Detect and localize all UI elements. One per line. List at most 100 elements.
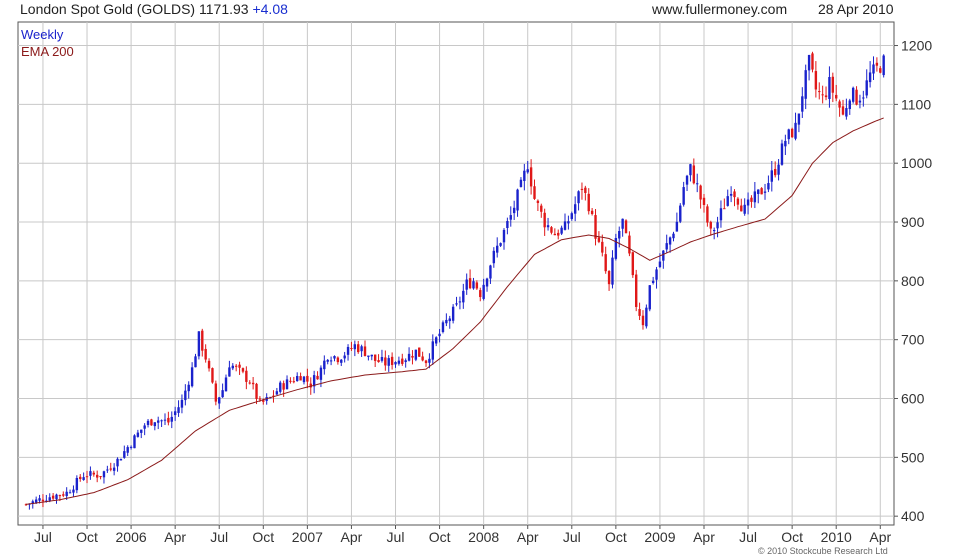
candle-body (95, 474, 99, 478)
candle-body (573, 204, 577, 214)
candle-body (794, 122, 797, 139)
candle-body (577, 191, 580, 204)
candle-body (65, 491, 68, 497)
candle-body (828, 77, 831, 99)
candle-series (24, 51, 885, 510)
candle-body (831, 76, 835, 93)
candle-body (672, 233, 675, 239)
candle-body (811, 53, 814, 70)
candle-body (180, 399, 184, 408)
chart-title: London Spot Gold (GOLDS) 1171.93 +4.08 (20, 1, 288, 17)
candle-body (733, 191, 736, 198)
candle-body (675, 221, 679, 232)
candle-body (780, 143, 784, 165)
y-axis: 400 500 600 700 800 900 1000 1100 1200 (894, 38, 932, 524)
candle-body (631, 252, 635, 276)
candle-body (99, 476, 102, 478)
candle-body (285, 379, 289, 390)
candle-body (211, 368, 214, 383)
legend-ema: EMA 200 (21, 44, 74, 59)
x-tick-label: Apr (164, 529, 186, 545)
candle-body (526, 169, 529, 173)
candle-body (465, 279, 468, 290)
x-tick-label: Apr (341, 529, 363, 545)
x-tick-label: Apr (693, 529, 715, 545)
candle-body (628, 235, 631, 254)
candle-body (699, 185, 702, 200)
candle-body (662, 250, 665, 261)
x-axis: Jul Oct 2006 Apr Jul Oct 2007 Apr Jul Oct 2008 Apr J… (34, 525, 892, 545)
candle-body (296, 375, 299, 382)
candle-body (835, 94, 838, 99)
candle-body (516, 189, 519, 211)
candle-body (323, 360, 326, 370)
candle-body (353, 344, 357, 350)
candle-body (441, 322, 445, 332)
candle-body (224, 377, 228, 392)
x-tick-label: Apr (869, 529, 891, 545)
candle-body (241, 368, 245, 372)
candle-body (306, 375, 309, 382)
candle-body (58, 495, 62, 497)
candle-body (685, 175, 689, 185)
candle-body (170, 416, 173, 422)
candle-body (136, 432, 140, 437)
candle-body (55, 494, 58, 500)
site-url[interactable]: www.fullermoney.com (652, 1, 788, 17)
candle-body (75, 477, 79, 491)
candle-body (173, 411, 177, 416)
candle-body (723, 208, 726, 210)
candle-body (563, 221, 567, 230)
candle-body (177, 407, 180, 413)
candle-body (68, 492, 72, 494)
candle-body (540, 205, 543, 212)
candle-body (336, 357, 340, 363)
candle-body (360, 346, 363, 352)
x-tick-label: Jul (34, 529, 52, 545)
candle-body (140, 429, 143, 433)
candle-body (133, 435, 136, 449)
candle-body (485, 278, 489, 287)
candle-body (255, 383, 258, 399)
candle-body (668, 237, 672, 245)
candle-body (848, 100, 851, 110)
chart-date: 28 Apr 2010 (818, 1, 894, 17)
last-price: 1171.93 (199, 1, 249, 17)
candle-body (89, 471, 92, 476)
candle-body (716, 222, 719, 229)
candle-body (51, 495, 55, 499)
candle-body (770, 170, 773, 182)
candle-body (204, 348, 207, 360)
candle-body (492, 250, 496, 264)
candle-body (645, 307, 648, 327)
candle-body (143, 425, 146, 429)
candle-body (750, 197, 753, 202)
candle-body (377, 360, 380, 363)
candle-body (119, 459, 123, 461)
candle-body (373, 354, 377, 361)
grid-lines (18, 22, 894, 525)
candle-body (875, 62, 879, 66)
candle-body (787, 129, 790, 140)
y-tick-label: 600 (901, 391, 925, 407)
candle-body (512, 207, 516, 214)
candle-body (299, 376, 302, 381)
candle-body (560, 227, 563, 234)
candle-body (194, 356, 197, 368)
candle-body (692, 165, 696, 184)
candle-body (82, 477, 85, 480)
candle-body (431, 341, 434, 360)
candle-body (343, 355, 346, 359)
candle-body (679, 205, 682, 222)
candle-body (838, 101, 841, 108)
x-tick-label: Oct (429, 529, 451, 545)
candle-body (760, 188, 763, 195)
candle-body (767, 183, 770, 190)
candle-body (550, 227, 553, 233)
candle-body (414, 349, 418, 360)
candle-body (519, 179, 523, 187)
candle-body (197, 331, 201, 357)
candle-body (482, 284, 485, 299)
candle-body (651, 280, 655, 283)
candle-body (370, 354, 373, 357)
